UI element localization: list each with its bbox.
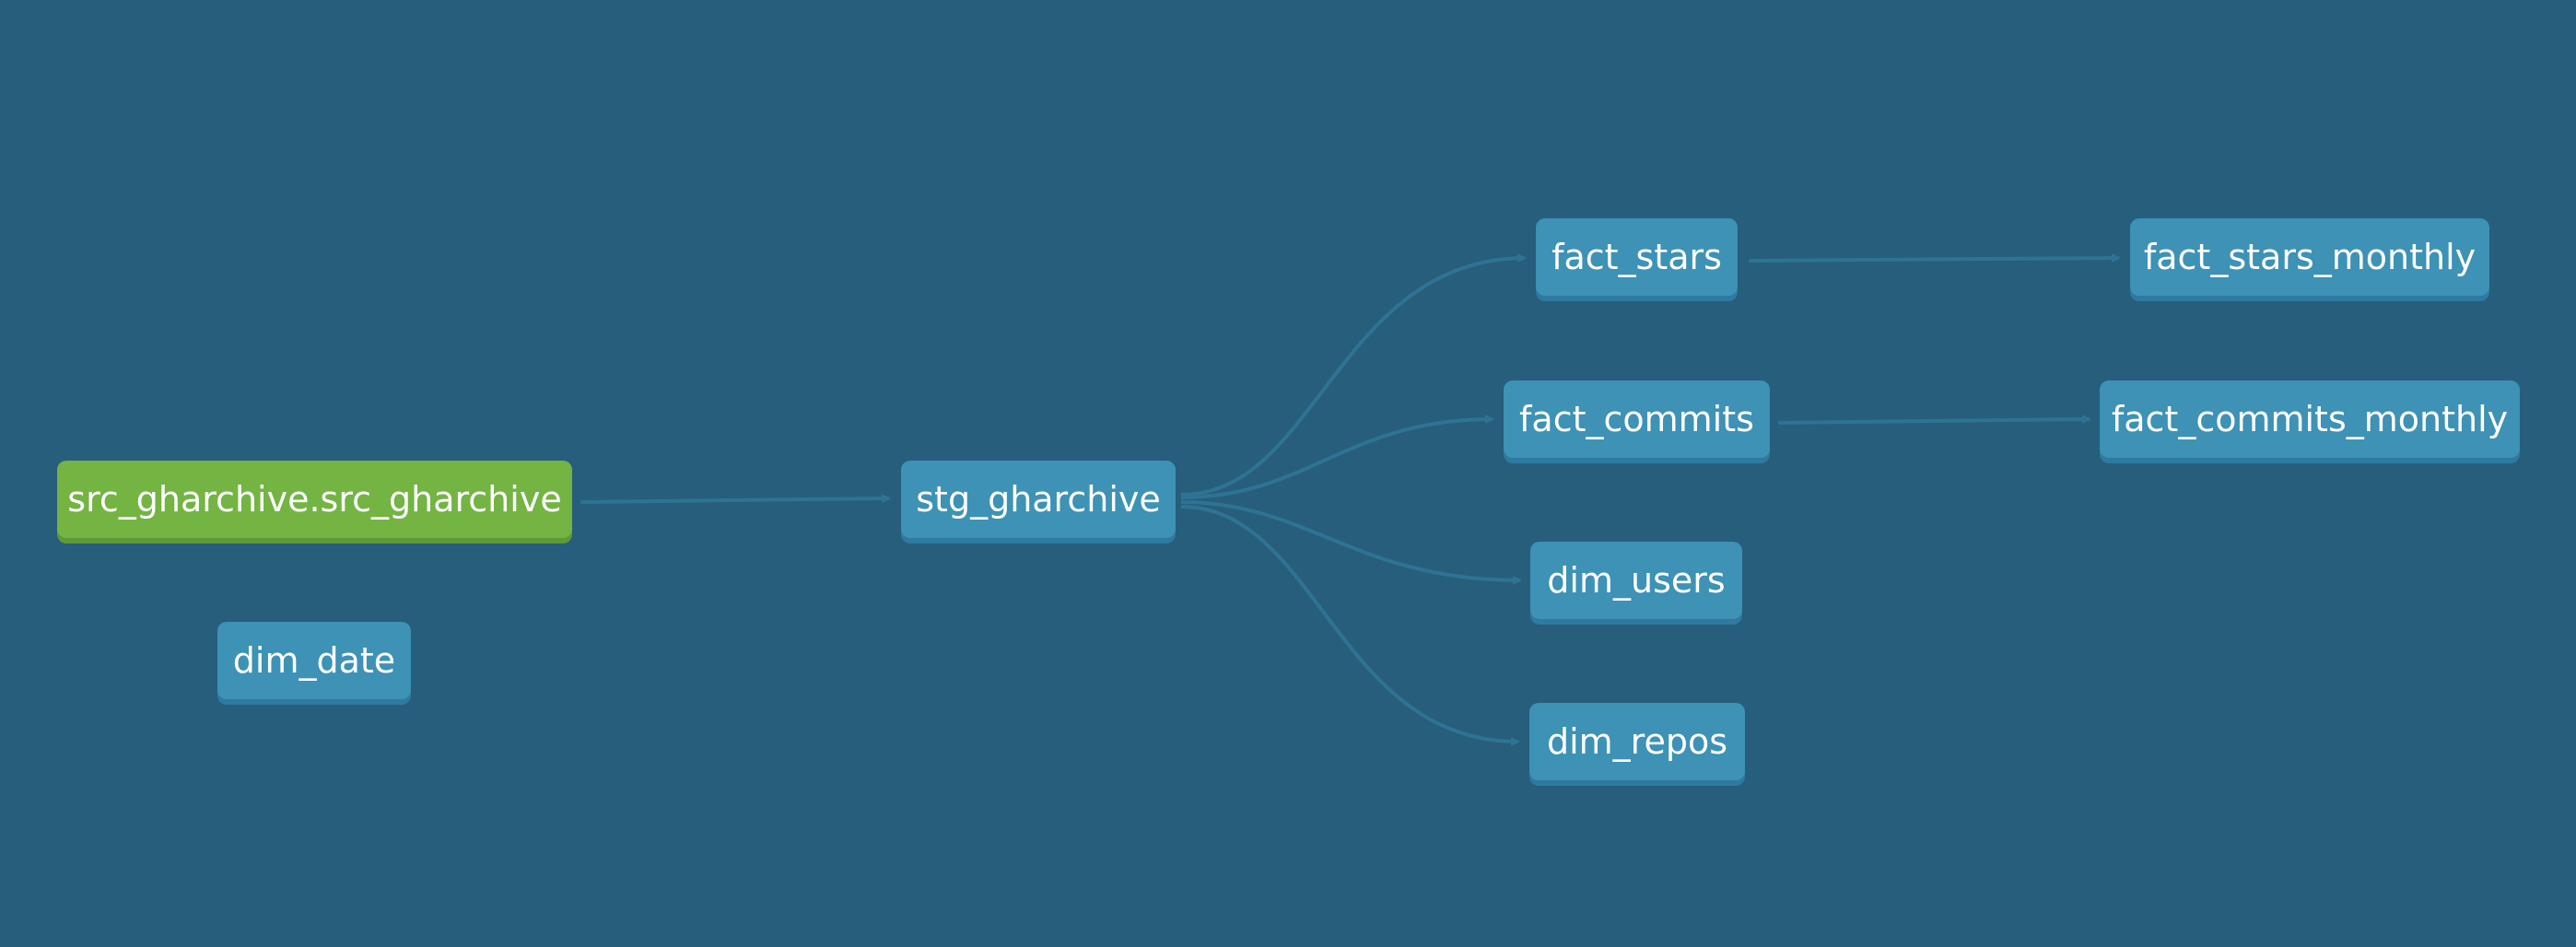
node-stg-gharchive[interactable]: stg_gharchive — [901, 461, 1176, 538]
node-fact-stars[interactable]: fact_stars — [1536, 218, 1738, 296]
edge-fact-commits-to-monthly — [1777, 415, 2091, 425]
node-fact-commits[interactable]: fact_commits — [1504, 380, 1770, 458]
node-fact-commits-monthly[interactable]: fact_commits_monthly — [2100, 380, 2520, 458]
edge-stg-to-dim-repos — [1180, 505, 1520, 746]
node-dim-date[interactable]: dim_date — [217, 622, 411, 699]
node-src-gharchive[interactable]: src_gharchive.src_gharchive — [57, 461, 572, 538]
node-dim-repos[interactable]: dim_repos — [1529, 703, 1745, 780]
edge-stg-to-fact-commits — [1180, 415, 1494, 499]
edge-fact-stars-to-monthly — [1748, 253, 2121, 263]
edge-src-to-stg — [580, 494, 891, 504]
edge-stg-to-fact-stars — [1180, 253, 1527, 497]
node-dim-users[interactable]: dim_users — [1530, 542, 1742, 619]
edge-stg-to-dim-users — [1180, 500, 1522, 585]
node-fact-stars-monthly[interactable]: fact_stars_monthly — [2130, 218, 2489, 296]
